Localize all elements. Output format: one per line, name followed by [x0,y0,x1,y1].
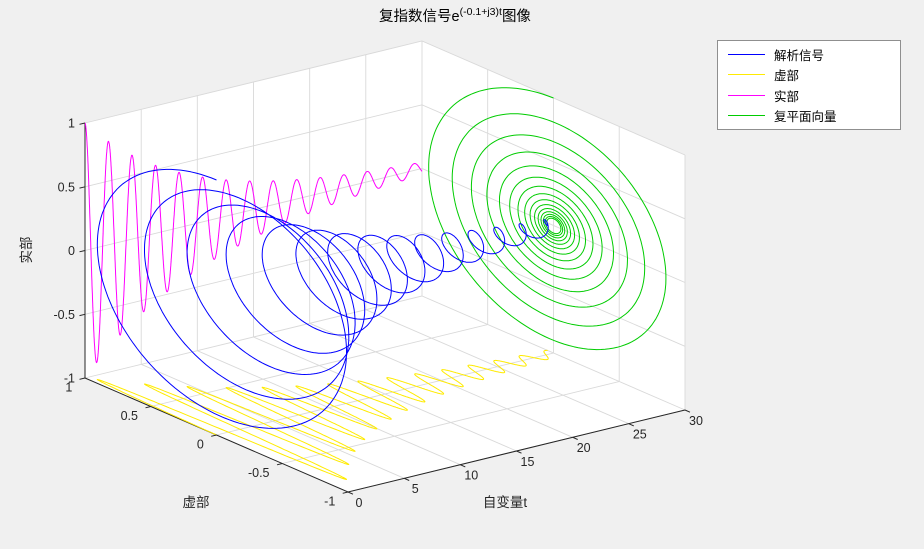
x-axis-label: 自变量t [483,495,527,510]
y-tick-label: 0 [197,437,204,451]
x-tick-label: 0 [356,496,363,510]
legend-item-complex-plane-vector[interactable]: 复平面向量 [718,106,900,127]
y-axis-label: 虚部 [183,495,210,510]
z-tick-label: 1 [68,117,75,131]
z-axis-label: 实部 [19,237,34,264]
z-tick-label: 0.5 [58,180,75,194]
series-imag-part [96,349,549,480]
series-real-part [84,122,423,364]
legend[interactable]: 解析信号虚部实部复平面向量 [717,40,901,130]
z-tick-label: -1 [64,372,75,386]
x-tick-label: 25 [633,427,647,441]
y-tick-label: 0.5 [121,409,138,423]
legend-item-imag-part[interactable]: 虚部 [718,65,900,86]
x-tick-label: 30 [689,414,703,428]
chart-title: 复指数信号e(-0.1+j3)t图像 [379,6,531,25]
legend-line-sample [728,115,765,117]
tick-marks [79,122,691,495]
y-tick-label: -0.5 [248,466,270,480]
x-tick-label: 20 [577,441,591,455]
legend-line-sample [728,53,765,55]
z-tick-label: 0 [68,244,75,258]
y-tick-label: 1 [65,380,72,394]
legend-line-sample [728,74,765,76]
legend-item-label: 虚部 [774,69,800,84]
legend-line-sample [728,94,765,96]
z-tick-label: -0.5 [53,308,75,322]
series-complex-plane-vector [428,87,667,351]
legend-item-label: 解析信号 [774,48,825,63]
legend-item-label: 复平面向量 [774,110,837,125]
x-tick-label: 10 [464,468,478,482]
legend-item-real-part[interactable]: 实部 [718,85,900,106]
y-tick-label: -1 [324,494,335,508]
series-analytic-signal [96,168,549,429]
legend-item-label: 实部 [774,89,800,104]
x-tick-label: 15 [521,455,535,469]
legend-item-analytic-signal[interactable]: 解析信号 [718,44,900,65]
x-tick-label: 5 [412,482,419,496]
